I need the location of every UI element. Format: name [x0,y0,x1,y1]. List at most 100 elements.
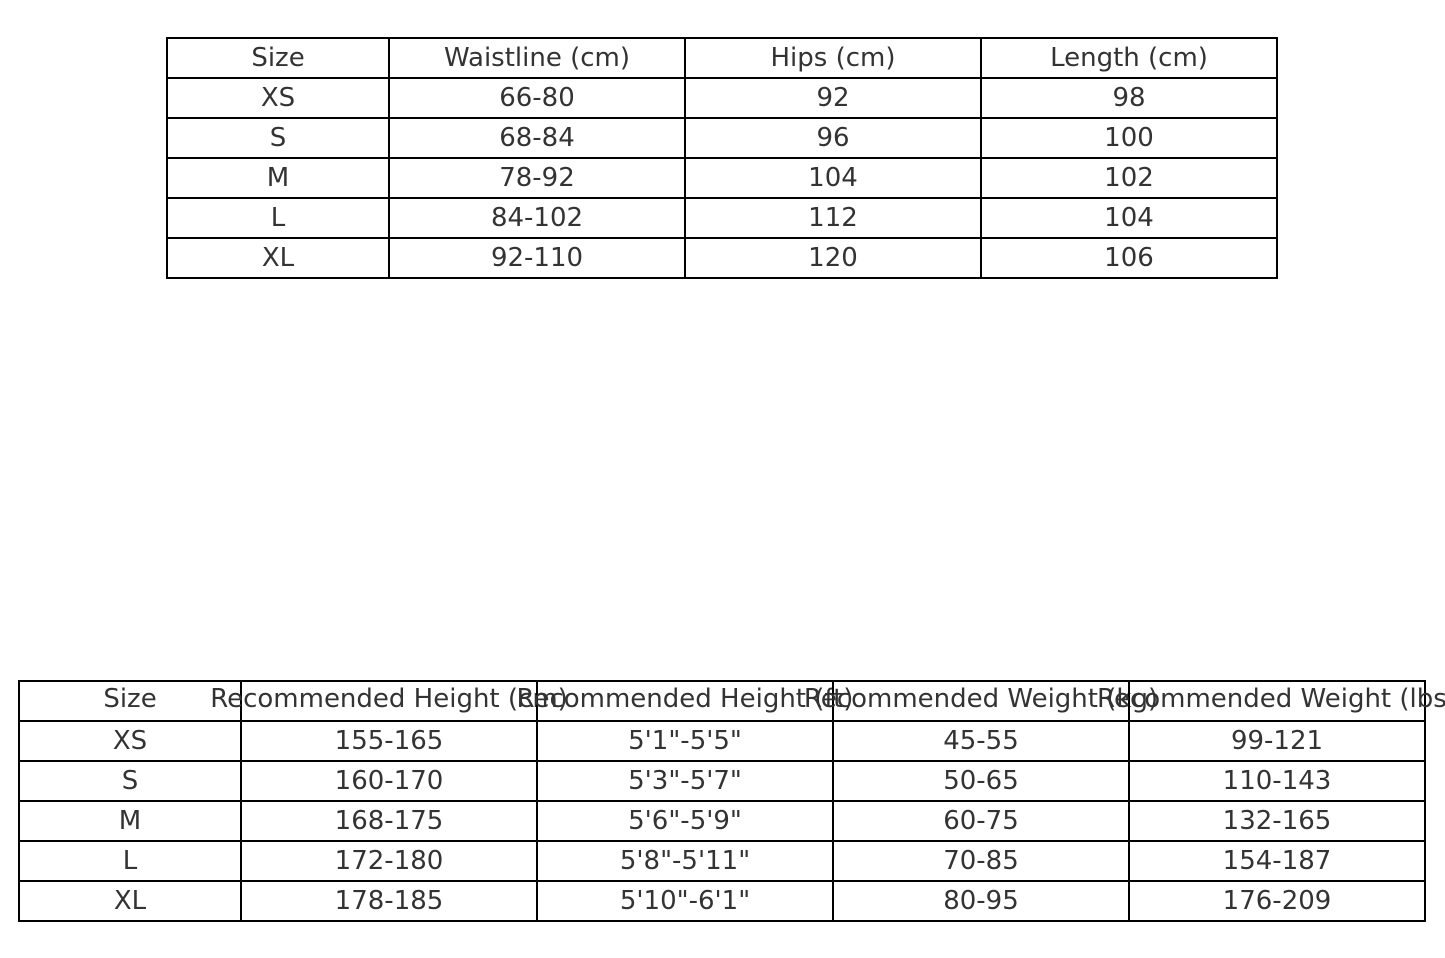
cell-value: 5'6"-5'9" [628,806,742,836]
table-cell: 60-75 [832,800,1130,842]
cell-value: 132-165 [1222,806,1332,836]
table-cell: 104 [684,157,982,199]
column-header: Length (cm) [1050,43,1208,73]
cell-value: 96 [816,123,850,153]
table-cell: XL [18,880,242,922]
column-header: Recommended Height (ft) [516,684,854,714]
column-header: Recommended Weight (kg) [803,684,1159,714]
cell-value: 68-84 [499,123,575,153]
cell-value: S [121,766,139,796]
cell-value: 66-80 [499,83,575,113]
table-cell: 100 [980,117,1278,159]
table-cell: 70-85 [832,840,1130,882]
cell-value: 99-121 [1230,726,1324,756]
header-cell: Recommended Height (cm) [210,680,568,722]
table-cell: 112 [684,197,982,239]
cell-value: 50-65 [943,766,1019,796]
cell-value: M [118,806,142,836]
cell-value: 84-102 [490,203,584,233]
cell-value: 70-85 [943,846,1019,876]
table-cell: 168-175 [240,800,538,842]
table-cell: 99-121 [1128,720,1426,762]
cell-value: 45-55 [943,726,1019,756]
table-cell: 98 [980,77,1278,119]
column-header: Size [251,43,305,73]
table-cell: 5'3"-5'7" [536,760,834,802]
table-cell: 84-102 [388,197,686,239]
table-cell: 5'10"-6'1" [536,880,834,922]
table-cell: L [18,840,242,882]
header-cell: Length (cm) [980,37,1278,79]
table-cell: 104 [980,197,1278,239]
table-cell: 132-165 [1128,800,1426,842]
table-cell: 50-65 [832,760,1130,802]
cell-value: 178-185 [334,886,444,916]
cell-value: XS [260,83,296,113]
header-cell: Recommended Weight (lbs) [1097,680,1445,722]
table-cell: 155-165 [240,720,538,762]
cell-value: 78-92 [499,163,575,193]
cell-value: 92-110 [490,243,584,273]
cell-value: 5'10"-6'1" [619,886,751,916]
table-cell: 178-185 [240,880,538,922]
column-header: Recommended Height (cm) [210,684,568,714]
table-cell: 176-209 [1128,880,1426,922]
table-cell: 5'8"-5'11" [536,840,834,882]
column-header: Hips (cm) [770,43,896,73]
cell-value: 60-75 [943,806,1019,836]
table-cell: S [166,117,390,159]
cell-value: 102 [1104,163,1154,193]
table-cell: 92-110 [388,237,686,279]
cell-value: 120 [808,243,858,273]
table-cell: 172-180 [240,840,538,882]
cell-value: XL [113,886,147,916]
cell-value: XS [112,726,148,756]
cell-value: 5'3"-5'7" [628,766,742,796]
table-cell: 80-95 [832,880,1130,922]
table-cell: M [18,800,242,842]
table-cell: 106 [980,237,1278,279]
cell-value: 80-95 [943,886,1019,916]
header-cell: Hips (cm) [684,37,982,79]
table-cell: 5'6"-5'9" [536,800,834,842]
table-cell: 160-170 [240,760,538,802]
table-cell: 78-92 [388,157,686,199]
cell-value: 92 [816,83,850,113]
column-header: Recommended Weight (lbs) [1097,684,1445,714]
cell-value: 106 [1104,243,1154,273]
cell-value: 112 [808,203,858,233]
table-cell: 66-80 [388,77,686,119]
cell-value: 160-170 [334,766,444,796]
table-cell: 154-187 [1128,840,1426,882]
cell-value: 98 [1112,83,1146,113]
table-cell: 96 [684,117,982,159]
header-cell: Waistline (cm) [388,37,686,79]
cell-value: 172-180 [334,846,444,876]
header-cell: Recommended Weight (kg) [804,680,1158,722]
cell-value: 176-209 [1222,886,1332,916]
cell-value: S [269,123,287,153]
table-cell: 120 [684,237,982,279]
column-header: Size [103,684,157,714]
table-cell: 110-143 [1128,760,1426,802]
cell-value: 154-187 [1222,846,1332,876]
cell-value: M [266,163,290,193]
cell-value: 168-175 [334,806,444,836]
cell-value: 155-165 [334,726,444,756]
table-cell: XL [166,237,390,279]
cell-value: L [122,846,138,876]
table-cell: M [166,157,390,199]
header-cell: Recommended Height (ft) [517,680,853,722]
table-cell: XS [18,720,242,762]
table-cell: 68-84 [388,117,686,159]
cell-value: 5'8"-5'11" [619,846,751,876]
table-cell: 92 [684,77,982,119]
table-cell: 102 [980,157,1278,199]
cell-value: 100 [1104,123,1154,153]
cell-value: L [270,203,286,233]
table-cell: 5'1"-5'5" [536,720,834,762]
cell-value: XL [261,243,295,273]
cell-value: 104 [808,163,858,193]
cell-value: 5'1"-5'5" [628,726,742,756]
table-cell: L [166,197,390,239]
